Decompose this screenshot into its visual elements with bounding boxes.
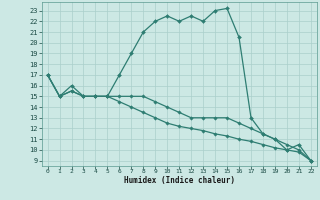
X-axis label: Humidex (Indice chaleur): Humidex (Indice chaleur) — [124, 176, 235, 185]
